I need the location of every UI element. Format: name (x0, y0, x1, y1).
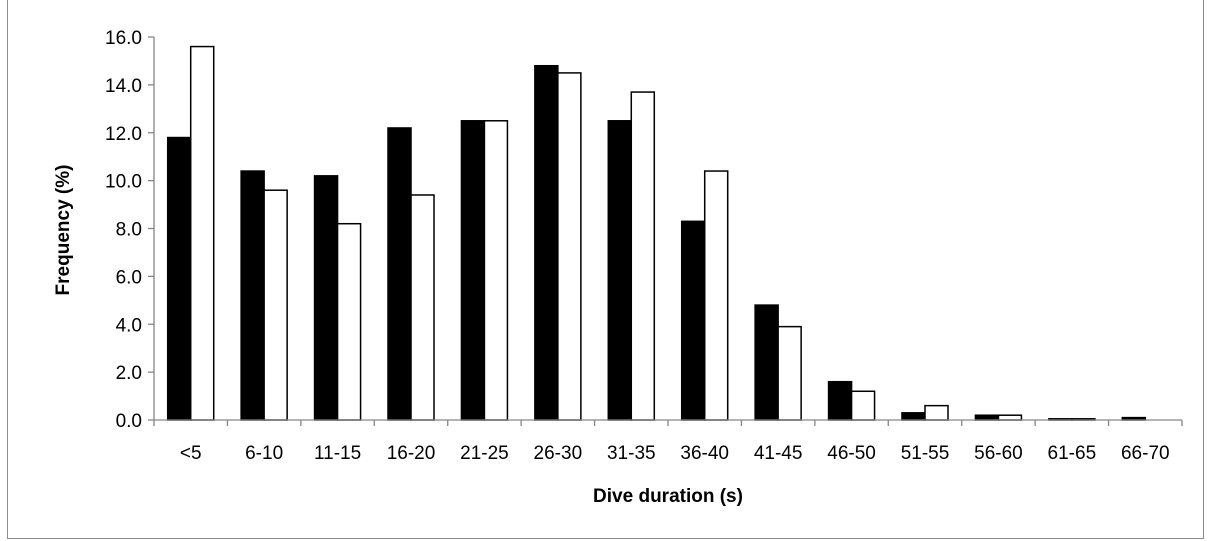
bar-series-2-11 (997, 414, 1023, 421)
x-tick-label: 6-10 (245, 443, 283, 464)
x-tick-label: 51-55 (901, 443, 950, 464)
y-tick-label: 16.0 (105, 28, 142, 49)
y-tick-label: 8.0 (116, 220, 142, 241)
bar-series-2-3 (410, 194, 435, 421)
x-axis-title: Dive duration (s) (593, 486, 743, 507)
y-tick-label: 0.0 (116, 411, 142, 432)
bar-series-1-8 (754, 304, 779, 421)
y-tick-label: 4.0 (116, 315, 142, 336)
bar-series-2-1 (263, 189, 288, 421)
x-tick-label: 36-40 (680, 443, 729, 464)
x-tick-label: <5 (180, 443, 202, 464)
y-tick-label: 12.0 (105, 124, 142, 145)
bar-series-2-9 (850, 390, 876, 421)
bar-series-1-2 (313, 175, 339, 421)
x-tick-label: 16-20 (387, 443, 436, 464)
x-tick-label: 11-15 (314, 443, 361, 464)
bar-series-1-10 (901, 412, 926, 421)
bars-layer (166, 45, 1147, 421)
x-tick-label: 66-70 (1121, 443, 1170, 464)
x-tick-label: 21-25 (460, 443, 509, 464)
bar-series-2-2 (336, 222, 362, 421)
y-axis-title: Frequency (%) (53, 165, 74, 296)
bar-series-1-9 (827, 380, 853, 421)
y-tick-label: 6.0 (116, 267, 142, 288)
bar-series-1-6 (607, 120, 633, 421)
y-tick-label: 14.0 (105, 76, 142, 97)
bar-series-2-4 (483, 120, 509, 421)
bar-series-1-11 (974, 414, 1000, 421)
y-tick-label: 2.0 (116, 363, 142, 384)
bar-series-1-5 (534, 64, 559, 421)
x-tick-label: 61-65 (1048, 443, 1097, 464)
x-tick-label: 31-35 (607, 443, 656, 464)
bar-series-2-10 (924, 404, 949, 421)
bar-series-2-8 (777, 325, 802, 421)
y-tick-label: 10.0 (105, 172, 142, 193)
x-tick-label: 46-50 (827, 443, 876, 464)
bar-series-1-1 (240, 170, 265, 421)
x-tick-label: 26-30 (534, 443, 583, 464)
bar-series-1-7 (680, 220, 706, 421)
bar-series-2-6 (630, 91, 656, 421)
bar-series-1-3 (387, 127, 412, 421)
x-tick-label: 56-60 (974, 443, 1023, 464)
bar-series-1-4 (460, 120, 486, 421)
bar-series-1-0 (166, 136, 192, 421)
labels-layer: <5 6-10 11-15 16-20 21-25 26-30 31-35 36-40 41-4… (105, 28, 1170, 464)
bar-series-2-5 (557, 72, 582, 421)
bar-series-2-0 (189, 45, 215, 421)
bar-series-2-7 (703, 170, 729, 421)
axes-layer (148, 36, 1183, 426)
x-tick-label: 41-45 (754, 443, 803, 464)
